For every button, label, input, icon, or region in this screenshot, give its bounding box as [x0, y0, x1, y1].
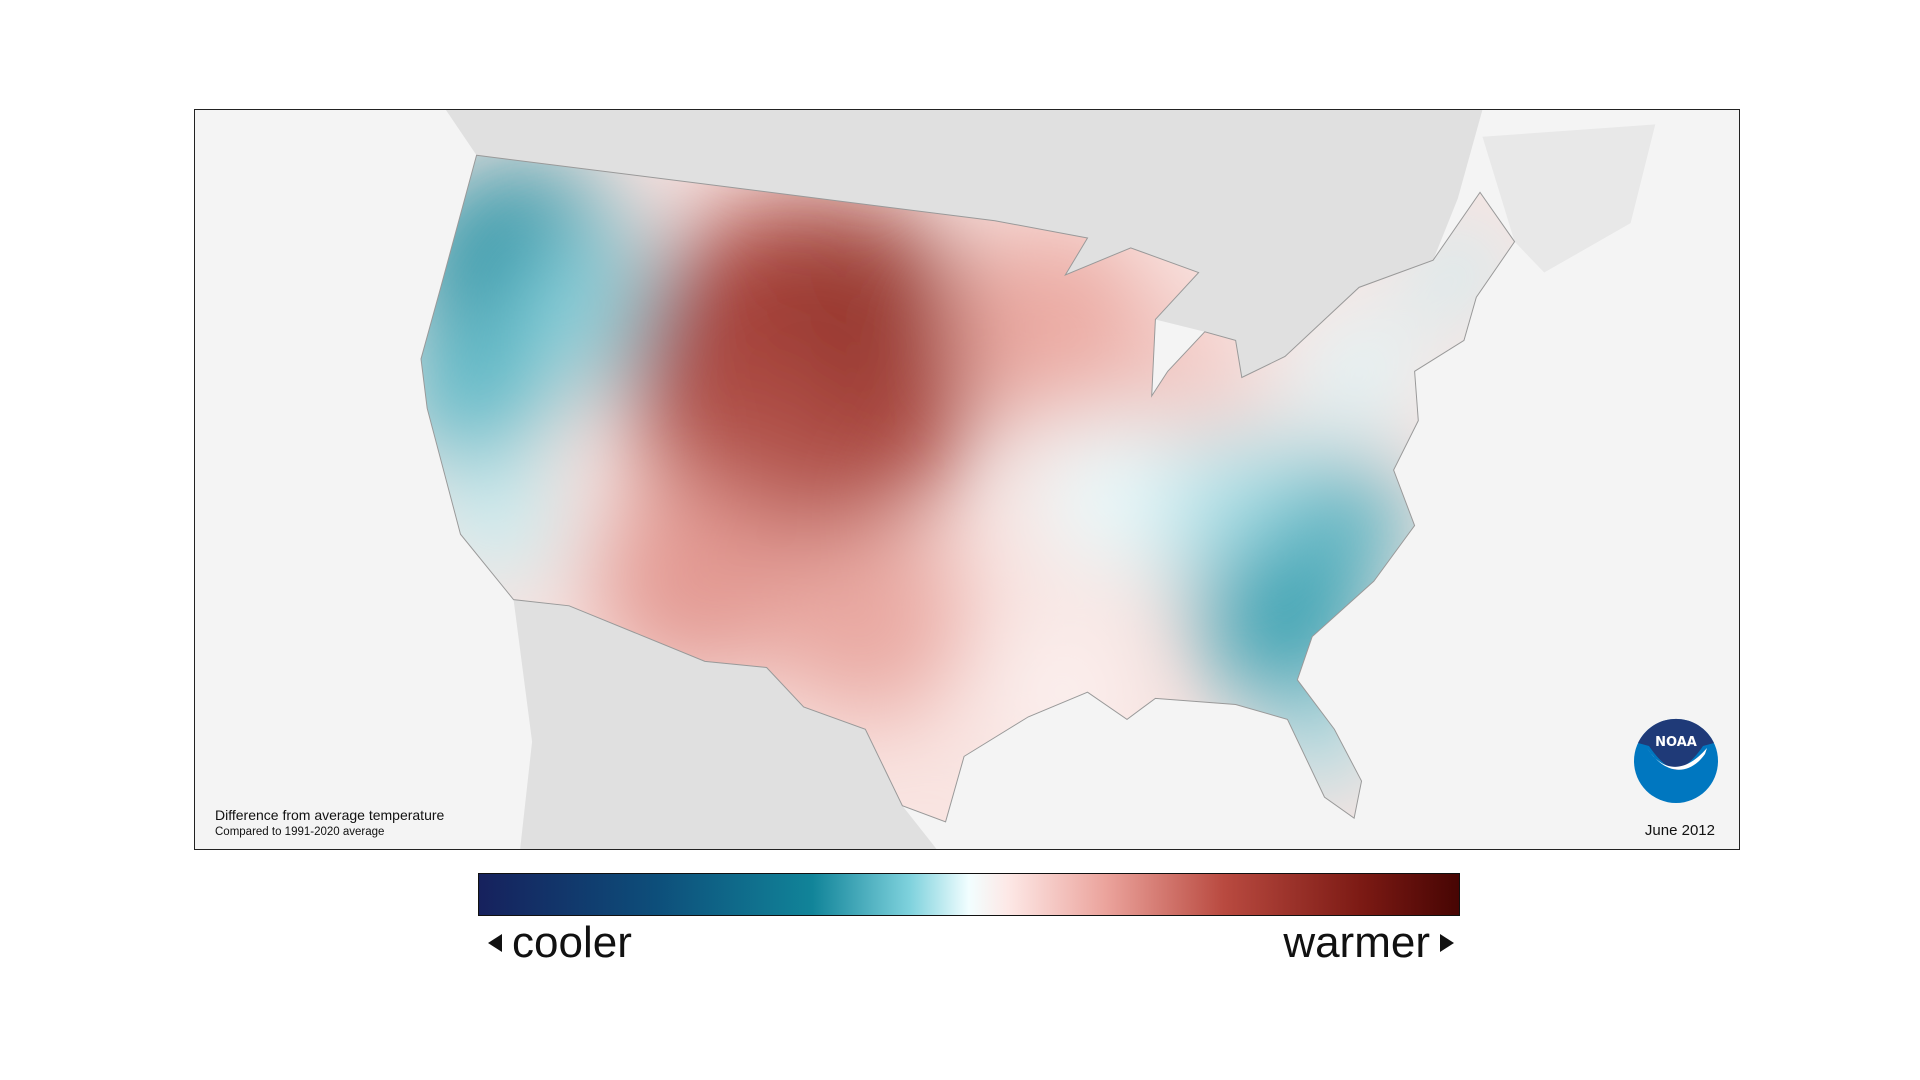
warmer-label: warmer: [1283, 918, 1430, 967]
caption-title: Difference from average temperature: [215, 807, 445, 823]
caption-subtitle: Compared to 1991-2020 average: [215, 826, 385, 838]
noaa-logo: NOAA: [1633, 718, 1719, 809]
legend-cooler: cooler: [488, 918, 632, 968]
canada-landmass: [445, 110, 1483, 378]
mexico-landmass: [513, 599, 937, 849]
temperature-anomaly-map: [420, 110, 1656, 849]
color-scale-bar: [478, 873, 1460, 916]
svg-text:NOAA: NOAA: [1655, 735, 1697, 750]
right-arrow-icon: [1440, 934, 1454, 952]
map-frame: NOAA Difference from average temperature…: [194, 109, 1740, 850]
left-arrow-icon: [488, 934, 502, 952]
map-date: June 2012: [1644, 822, 1715, 839]
cooler-label: cooler: [512, 918, 632, 967]
legend-warmer: warmer: [1283, 918, 1454, 968]
atlantic-canada-landmass: [1482, 124, 1656, 273]
